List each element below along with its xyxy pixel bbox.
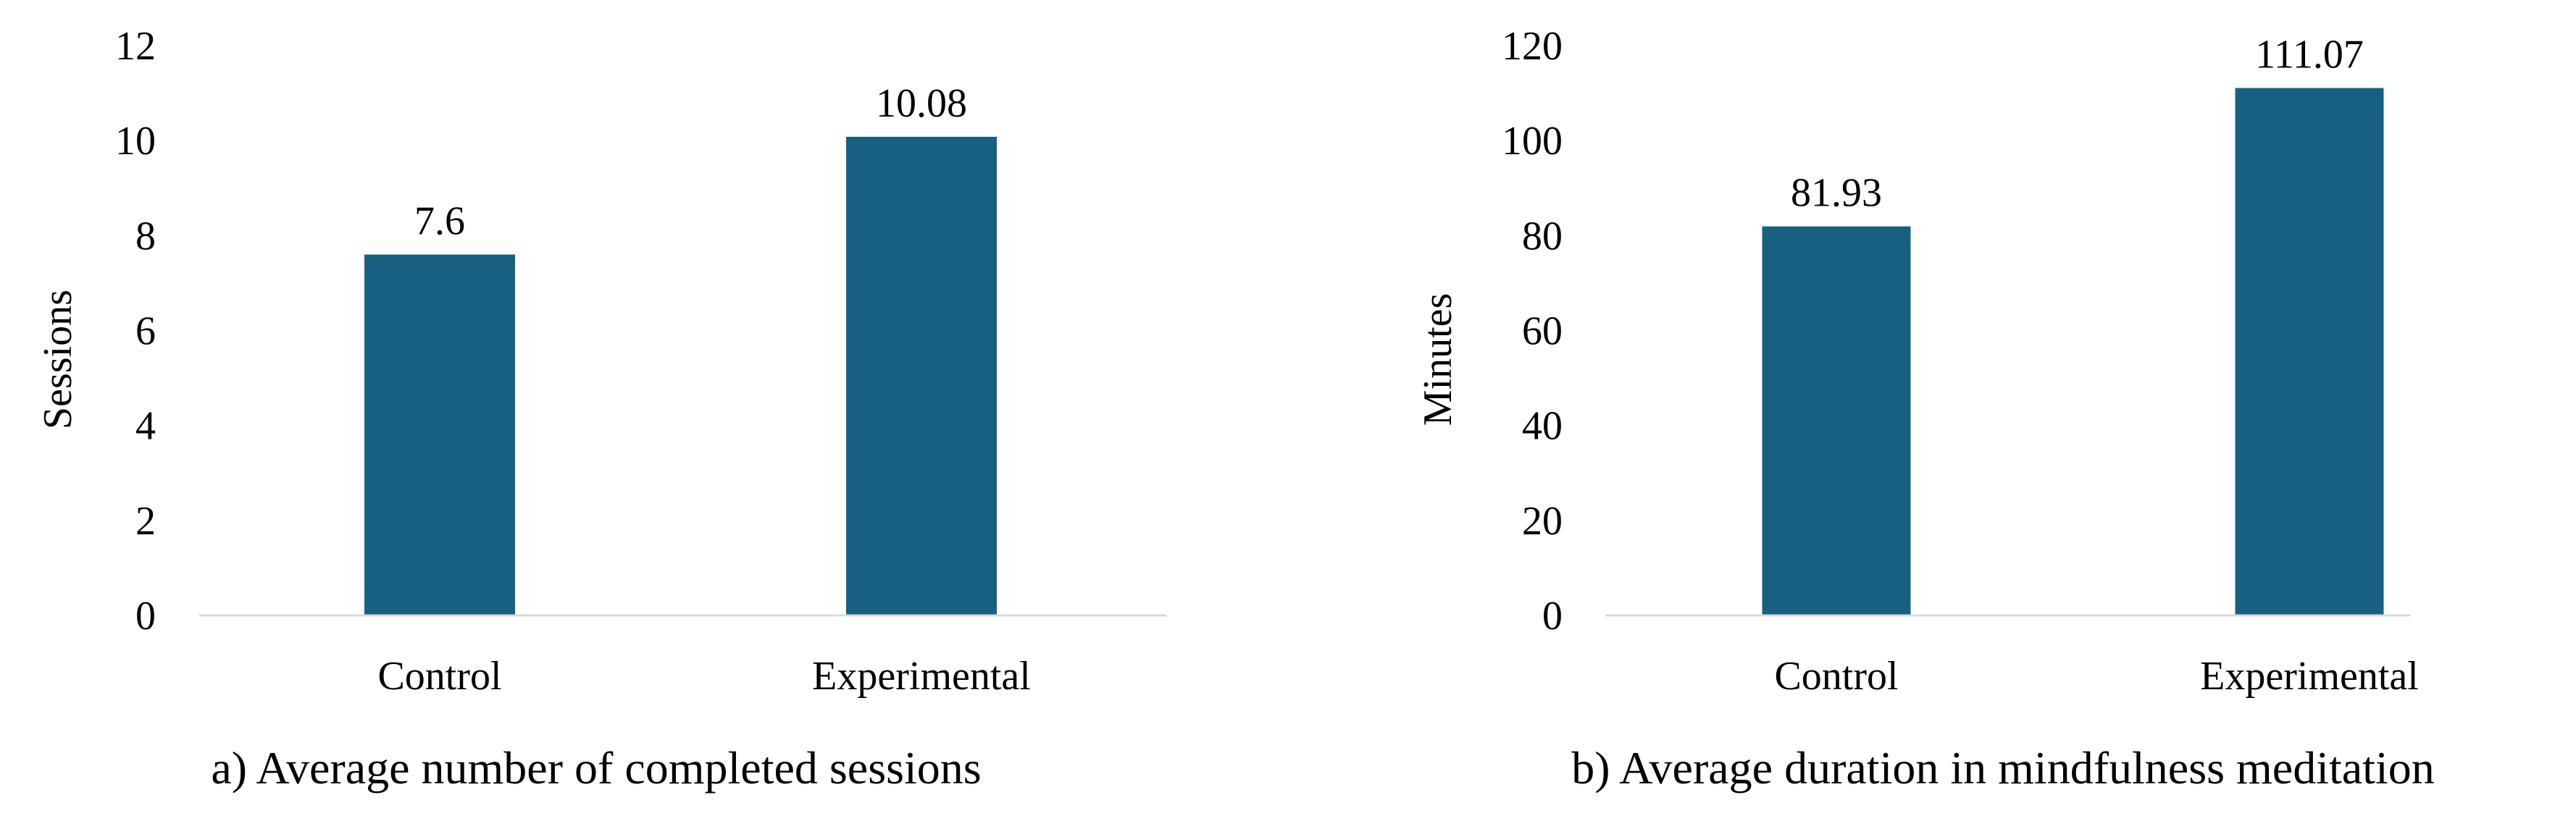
chart-sessions: a) Average number of completed sessions …	[35, 24, 1166, 794]
y-axis-label: Minutes	[1415, 293, 1460, 426]
y-tick-label: 60	[1522, 309, 1563, 354]
y-tick-label: 0	[1542, 594, 1563, 639]
bar	[2235, 88, 2384, 615]
y-tick-label: 6	[135, 309, 156, 354]
y-tick-label: 2	[135, 499, 156, 544]
category-label: Experimental	[812, 654, 1031, 699]
category-label: Experimental	[2200, 654, 2419, 699]
y-axis-label: Sessions	[35, 290, 80, 429]
y-tick-label: 0	[135, 594, 156, 639]
data-label: 10.08	[876, 81, 967, 126]
chart-duration: b) Average duration in mindfulness medit…	[1415, 24, 2435, 794]
y-tick-label: 8	[135, 214, 156, 258]
bar	[846, 136, 997, 616]
data-label: 111.07	[2255, 33, 2364, 77]
bar	[364, 254, 515, 615]
category-label: Control	[1774, 654, 1898, 699]
y-tick-label: 12	[115, 24, 156, 69]
y-tick-label: 40	[1522, 404, 1563, 449]
y-tick-label: 100	[1502, 119, 1563, 164]
bar	[1762, 226, 1911, 615]
y-tick-label: 120	[1502, 24, 1563, 69]
category-label: Control	[377, 654, 501, 699]
data-label: 81.93	[1791, 171, 1882, 216]
y-tick-label: 80	[1522, 214, 1563, 258]
chart-title: b) Average duration in mindfulness medit…	[1571, 742, 2434, 794]
data-label: 7.6	[414, 199, 465, 244]
y-tick-label: 10	[115, 119, 156, 164]
y-tick-label: 4	[135, 404, 156, 449]
y-tick-label: 20	[1522, 499, 1563, 544]
chart-title: a) Average number of completed sessions	[211, 742, 981, 794]
